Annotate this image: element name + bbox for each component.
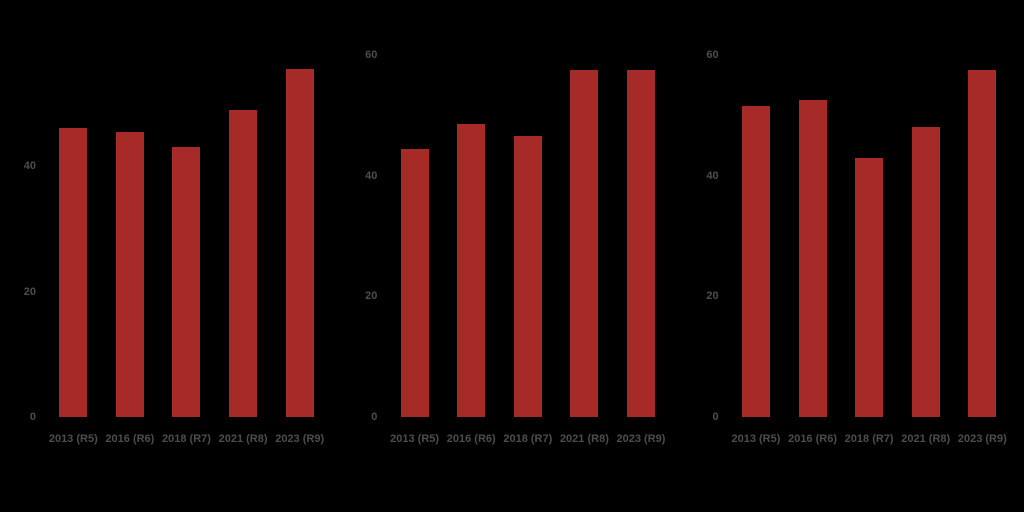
bar (229, 109, 258, 417)
x-axis-category-label: 2023 (R9) (957, 433, 1007, 445)
y-axis-tick-label: 0 (29, 411, 36, 423)
bar (400, 148, 429, 417)
x-axis-category-label: 2021 (R8) (901, 433, 951, 445)
x-axis-category-label: 2016 (R6) (105, 433, 155, 445)
bar (513, 136, 542, 417)
x-axis-labels: 2013 (R5) 2016 (R6) 2018 (R7) 2021 (R8) 2023… (728, 432, 1011, 446)
bar (172, 147, 201, 417)
bar-chart-panel-left: 0 20 40 2013 (R5) 2016 (R6) 2018 (R7) 2021 (R8… (0, 0, 341, 512)
bar (968, 70, 997, 417)
bar-slot (271, 55, 328, 417)
x-axis-category-label: 2023 (R9) (616, 433, 666, 445)
bar (741, 106, 770, 417)
y-axis-tick-label: 0 (712, 411, 719, 423)
y-axis-tick-label: 60 (706, 49, 719, 61)
bar (285, 68, 314, 417)
bar-slot (784, 55, 841, 417)
x-axis-labels: 2013 (R5) 2016 (R6) 2018 (R7) 2021 (R8) 2023… (45, 432, 328, 446)
bar (457, 124, 486, 417)
x-axis-category-label: 2018 (R7) (162, 433, 211, 445)
x-axis-category-label: 2016 (R6) (788, 433, 837, 445)
bar-slot (45, 55, 102, 417)
x-axis-category-label: 2013 (R5) (48, 433, 98, 445)
x-axis-category-label: 2021 (R8) (218, 433, 268, 445)
bar-slot (443, 55, 500, 417)
bar-slot (102, 55, 159, 417)
x-axis-category-label: 2013 (R5) (731, 433, 781, 445)
y-axis-tick-label: 60 (365, 49, 378, 61)
bar-chart-panel-middle: 0 20 40 60 2013 (R5) 2016 (R6) 2018 (R7) 2021 (… (341, 0, 682, 512)
x-axis-category-label: 2021 (R8) (559, 433, 609, 445)
y-axis-tick-label: 0 (371, 411, 378, 423)
y-axis-tick-label: 40 (365, 169, 378, 182)
y-axis-tick-label: 20 (365, 290, 378, 303)
plot-area (728, 55, 1011, 417)
plot-area (45, 55, 328, 417)
y-axis-tick-label: 20 (706, 290, 719, 303)
plot-area (386, 55, 669, 417)
bar (627, 70, 655, 417)
bar-slot (556, 55, 613, 417)
bar (570, 70, 599, 417)
bar-slot (158, 55, 215, 417)
x-axis-category-label: 2018 (R7) (503, 433, 553, 445)
bar-chart-panel-right: 0 20 40 60 2013 (R5) 2016 (R6) 2018 (R7) 2021 (… (683, 0, 1024, 512)
bar-slot (728, 55, 785, 417)
bar (59, 128, 88, 417)
bar-slot (215, 55, 272, 417)
y-axis-tick-label: 40 (706, 169, 719, 182)
bar-slot (897, 55, 954, 417)
x-axis-labels: 2013 (R5) 2016 (R6) 2018 (R7) 2021 (R8) 2023… (386, 432, 669, 446)
bar (911, 127, 940, 417)
x-axis-category-label: 2018 (R7) (844, 433, 894, 445)
bar-slot (613, 55, 670, 417)
x-axis-category-label: 2013 (R5) (390, 433, 440, 445)
x-axis-category-label: 2016 (R6) (446, 433, 496, 445)
y-axis-tick-label: 40 (23, 160, 36, 173)
bar-slot (954, 55, 1011, 417)
y-axis-tick-label: 20 (23, 285, 36, 298)
bar (798, 100, 827, 417)
bar (855, 157, 884, 417)
bar-slot (841, 55, 898, 417)
bar-slot (500, 55, 557, 417)
x-axis-category-label: 2023 (R9) (275, 433, 325, 445)
bar-slot (386, 55, 443, 417)
bar (115, 131, 144, 417)
